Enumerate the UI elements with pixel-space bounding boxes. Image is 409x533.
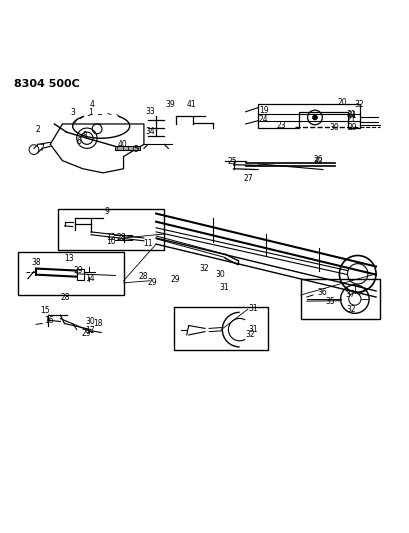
Text: 35: 35 — [325, 297, 335, 306]
Text: 25: 25 — [227, 157, 236, 166]
Text: 17: 17 — [85, 326, 95, 335]
Text: 34: 34 — [145, 127, 155, 136]
Text: 1: 1 — [88, 108, 93, 117]
Text: 31: 31 — [345, 110, 355, 119]
Text: 24: 24 — [258, 115, 267, 124]
Text: 29: 29 — [171, 276, 180, 285]
Text: 36: 36 — [316, 288, 326, 297]
Text: 6: 6 — [76, 138, 81, 147]
Text: 3: 3 — [70, 108, 75, 117]
Polygon shape — [115, 147, 139, 150]
Text: 39: 39 — [165, 100, 175, 109]
Bar — [76, 269, 84, 279]
Text: 9: 9 — [105, 207, 110, 216]
Text: 23: 23 — [276, 121, 285, 130]
Text: 16: 16 — [44, 316, 53, 325]
Text: 33: 33 — [145, 107, 155, 116]
Text: 26: 26 — [312, 155, 322, 164]
Text: 10: 10 — [106, 237, 115, 246]
Bar — [300, 279, 379, 319]
Text: 8304 500C: 8304 500C — [13, 79, 79, 89]
Text: 28: 28 — [138, 272, 148, 281]
Bar — [58, 209, 164, 250]
Text: 4: 4 — [89, 100, 94, 109]
Text: 32: 32 — [346, 305, 355, 314]
Text: 32: 32 — [312, 157, 322, 166]
Text: 28: 28 — [117, 233, 126, 242]
Text: 28: 28 — [61, 293, 70, 302]
Text: 38: 38 — [31, 257, 41, 266]
Text: 15: 15 — [40, 306, 49, 315]
Text: 31: 31 — [219, 283, 229, 292]
Circle shape — [312, 115, 317, 120]
Text: 29: 29 — [147, 278, 157, 287]
Text: 31: 31 — [247, 304, 257, 313]
Text: 29: 29 — [81, 329, 91, 338]
Text: 30: 30 — [329, 123, 339, 132]
Text: 29: 29 — [347, 123, 356, 132]
Text: 41: 41 — [186, 100, 196, 109]
Text: 31: 31 — [248, 325, 258, 334]
Text: 8: 8 — [82, 131, 87, 140]
Text: 20: 20 — [336, 98, 346, 107]
Text: 30: 30 — [215, 270, 225, 279]
Text: 30: 30 — [85, 317, 95, 326]
Text: 12: 12 — [106, 233, 116, 241]
Text: 29: 29 — [73, 265, 83, 274]
Bar — [18, 252, 123, 295]
Text: 27: 27 — [243, 174, 253, 183]
Text: 37: 37 — [345, 290, 354, 298]
Text: 18: 18 — [93, 319, 103, 328]
Text: 11: 11 — [143, 239, 153, 248]
Text: 32: 32 — [353, 100, 363, 109]
Text: 21: 21 — [345, 115, 355, 124]
Text: 40: 40 — [117, 140, 127, 149]
Text: 13: 13 — [65, 254, 74, 263]
Bar — [174, 307, 267, 350]
Text: 31: 31 — [347, 111, 356, 120]
Text: 2: 2 — [36, 125, 40, 134]
Text: 14: 14 — [85, 274, 95, 283]
Text: 7: 7 — [40, 144, 45, 153]
Text: 19: 19 — [258, 107, 268, 116]
Text: 32: 32 — [199, 264, 209, 272]
Text: 32: 32 — [245, 330, 255, 340]
Text: 5: 5 — [133, 145, 138, 154]
